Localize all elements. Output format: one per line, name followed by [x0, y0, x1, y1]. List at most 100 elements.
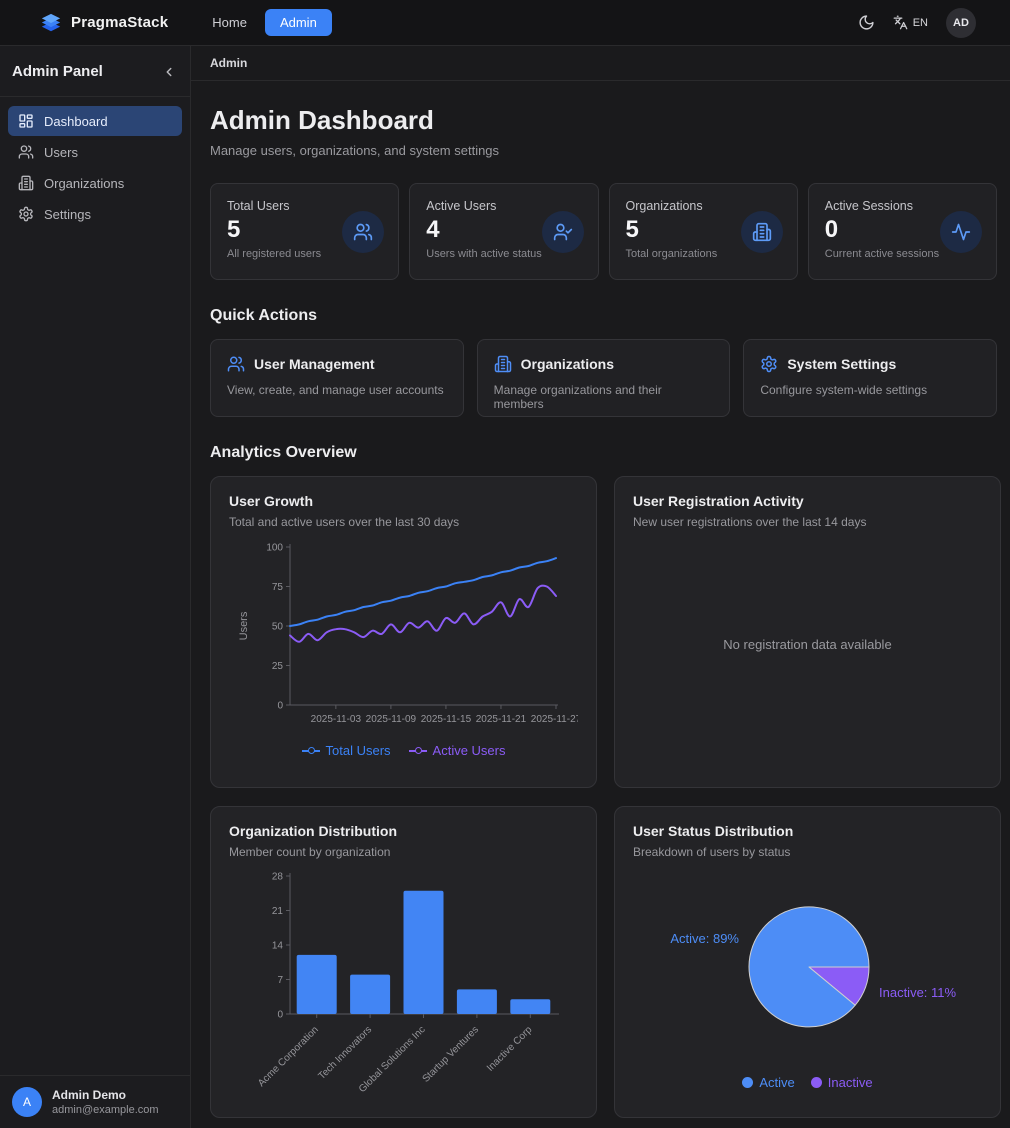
- line-marker-icon: [408, 746, 427, 754]
- sidebar-item-dashboard[interactable]: Dashboard: [8, 106, 182, 136]
- stat-value: 4: [426, 216, 440, 243]
- navbar-right: EN AD: [858, 7, 976, 38]
- svg-text:Inactive: 11%: Inactive: 11%: [879, 985, 957, 1000]
- registration-activity-card: User Registration Activity New user regi…: [614, 476, 1001, 788]
- stat-label: Organizations: [625, 199, 703, 213]
- chart-title: Organization Distribution: [229, 823, 397, 839]
- empty-state-message: No registration data available: [723, 636, 892, 652]
- pie-chart-legend: Active Inactive: [633, 1075, 982, 1090]
- svg-text:50: 50: [272, 622, 284, 633]
- building-icon: [18, 175, 34, 191]
- user-avatar[interactable]: AD: [946, 7, 976, 38]
- user-status-pie-chart: Active: 89% Inactive: 11%: [670, 906, 957, 1028]
- dot-icon: [810, 1077, 822, 1088]
- sidebar-item-users[interactable]: Users: [8, 137, 182, 167]
- user-growth-chart: 0 25 50 75 100 Users 2025-11-03 2025-11-09 2025-…: [238, 543, 578, 726]
- quick-action-desc: Configure system-wide settings: [760, 383, 928, 397]
- stat-label: Active Users: [426, 199, 497, 213]
- svg-text:2025-11-03: 2025-11-03: [311, 714, 362, 725]
- quick-actions-heading: Quick Actions: [210, 307, 317, 324]
- nav-link-home[interactable]: Home: [212, 15, 247, 30]
- admin-sidebar: Admin Panel Dashboard Users: [0, 46, 191, 1128]
- stat-desc: Users with active status: [426, 248, 542, 260]
- nav-link-admin[interactable]: Admin: [264, 9, 332, 36]
- legend-item-total-users: Total Users: [301, 743, 391, 758]
- sidebar-nav: Dashboard Users Organizations Settings: [0, 97, 190, 1075]
- chevron-left-icon: [162, 65, 176, 79]
- activity-icon: [940, 210, 982, 253]
- quick-actions-grid: User Management View, create, and manage…: [210, 339, 997, 417]
- main-content: Admin Admin Dashboard Manage users, orga…: [191, 46, 1010, 1128]
- stat-desc: Current active sessions: [824, 248, 940, 260]
- svg-text:21: 21: [272, 906, 284, 917]
- svg-text:75: 75: [272, 582, 284, 593]
- stat-value: 0: [824, 216, 839, 243]
- sidebar-user-profile[interactable]: A Admin Demo admin@example.com: [0, 1075, 190, 1128]
- chart-title: User Registration Activity: [633, 493, 804, 509]
- users-icon: [342, 210, 385, 253]
- svg-text:100: 100: [266, 543, 283, 554]
- sidebar-item-label: Dashboard: [44, 113, 108, 129]
- chart-title: User Growth: [229, 493, 314, 509]
- language-label: EN: [912, 16, 928, 29]
- svg-text:Tech Innovators: Tech Innovators: [317, 1024, 375, 1082]
- stat-desc: All registered users: [227, 248, 322, 260]
- chart-title: User Status Distribution: [633, 823, 794, 839]
- translate-icon: [893, 15, 908, 30]
- stat-desc: Total organizations: [625, 248, 718, 260]
- sidebar-item-organizations[interactable]: Organizations: [8, 168, 182, 198]
- svg-text:14: 14: [272, 941, 284, 952]
- line-chart-legend: Total Users Active Users: [229, 743, 578, 758]
- user-growth-card: User Growth Total and active users over …: [210, 476, 597, 788]
- svg-text:Inactive Corp: Inactive Corp: [485, 1024, 535, 1074]
- svg-text:Startup Ventures: Startup Ventures: [421, 1024, 481, 1084]
- sidebar-item-settings[interactable]: Settings: [8, 199, 182, 229]
- users-icon: [227, 355, 245, 373]
- svg-text:0: 0: [277, 701, 283, 712]
- brand[interactable]: PragmaStack: [40, 12, 168, 34]
- chart-subtitle: New user registrations over the last 14 …: [633, 515, 867, 529]
- svg-text:2025-11-15: 2025-11-15: [421, 714, 472, 725]
- layers-logo-icon: [40, 12, 62, 34]
- page-subtitle: Manage users, organizations, and system …: [210, 143, 500, 158]
- stat-label: Active Sessions: [824, 199, 913, 213]
- chart-subtitle: Member count by organization: [229, 845, 391, 859]
- quick-action-user-management[interactable]: User Management View, create, and manage…: [210, 339, 464, 417]
- stats-grid: Total Users 5 All registered users Activ…: [210, 183, 997, 280]
- quick-action-organizations[interactable]: Organizations Manage organizations and t…: [476, 339, 731, 417]
- building-icon: [740, 210, 783, 253]
- main-nav: Home Admin: [202, 9, 332, 36]
- top-navbar: PragmaStack Home Admin EN AD: [0, 0, 1010, 46]
- moon-icon: [858, 14, 875, 31]
- stat-value: 5: [227, 216, 241, 243]
- quick-action-system-settings[interactable]: System Settings Configure system-wide se…: [743, 339, 997, 417]
- gear-icon: [18, 206, 34, 222]
- gear-icon: [760, 355, 778, 373]
- quick-action-title: System Settings: [787, 356, 897, 372]
- stat-card-total-users: Total Users 5 All registered users: [210, 183, 400, 280]
- layout-dashboard-icon: [18, 113, 34, 129]
- breadcrumb: Admin: [210, 56, 248, 70]
- language-switcher[interactable]: EN: [893, 15, 928, 30]
- legend-item-inactive: Inactive: [810, 1075, 873, 1090]
- legend-item-active-users: Active Users: [408, 743, 506, 758]
- sidebar-item-label: Settings: [44, 206, 91, 222]
- dot-icon: [742, 1077, 754, 1088]
- chart-subtitle: Total and active users over the last 30 …: [229, 515, 460, 529]
- svg-text:28: 28: [272, 872, 284, 883]
- line-marker-icon: [301, 746, 320, 754]
- quick-action-desc: Manage organizations and their members: [493, 383, 662, 411]
- stat-value: 5: [625, 216, 639, 243]
- theme-toggle-button[interactable]: [858, 14, 875, 31]
- stat-card-organizations: Organizations 5 Total organizations: [608, 183, 798, 280]
- stat-card-active-sessions: Active Sessions 0 Current active session…: [807, 183, 997, 280]
- svg-text:25: 25: [272, 661, 284, 672]
- user-email: admin@example.com: [52, 1104, 159, 1116]
- quick-action-title: User Management: [254, 356, 375, 372]
- sidebar-title: Admin Panel: [12, 63, 103, 80]
- svg-text:Active: 89%: Active: 89%: [670, 931, 739, 946]
- analytics-heading: Analytics Overview: [210, 444, 357, 461]
- sidebar-collapse-button[interactable]: [162, 65, 176, 79]
- quick-action-title: Organizations: [520, 356, 615, 372]
- breadcrumb-bar: Admin: [191, 46, 1010, 81]
